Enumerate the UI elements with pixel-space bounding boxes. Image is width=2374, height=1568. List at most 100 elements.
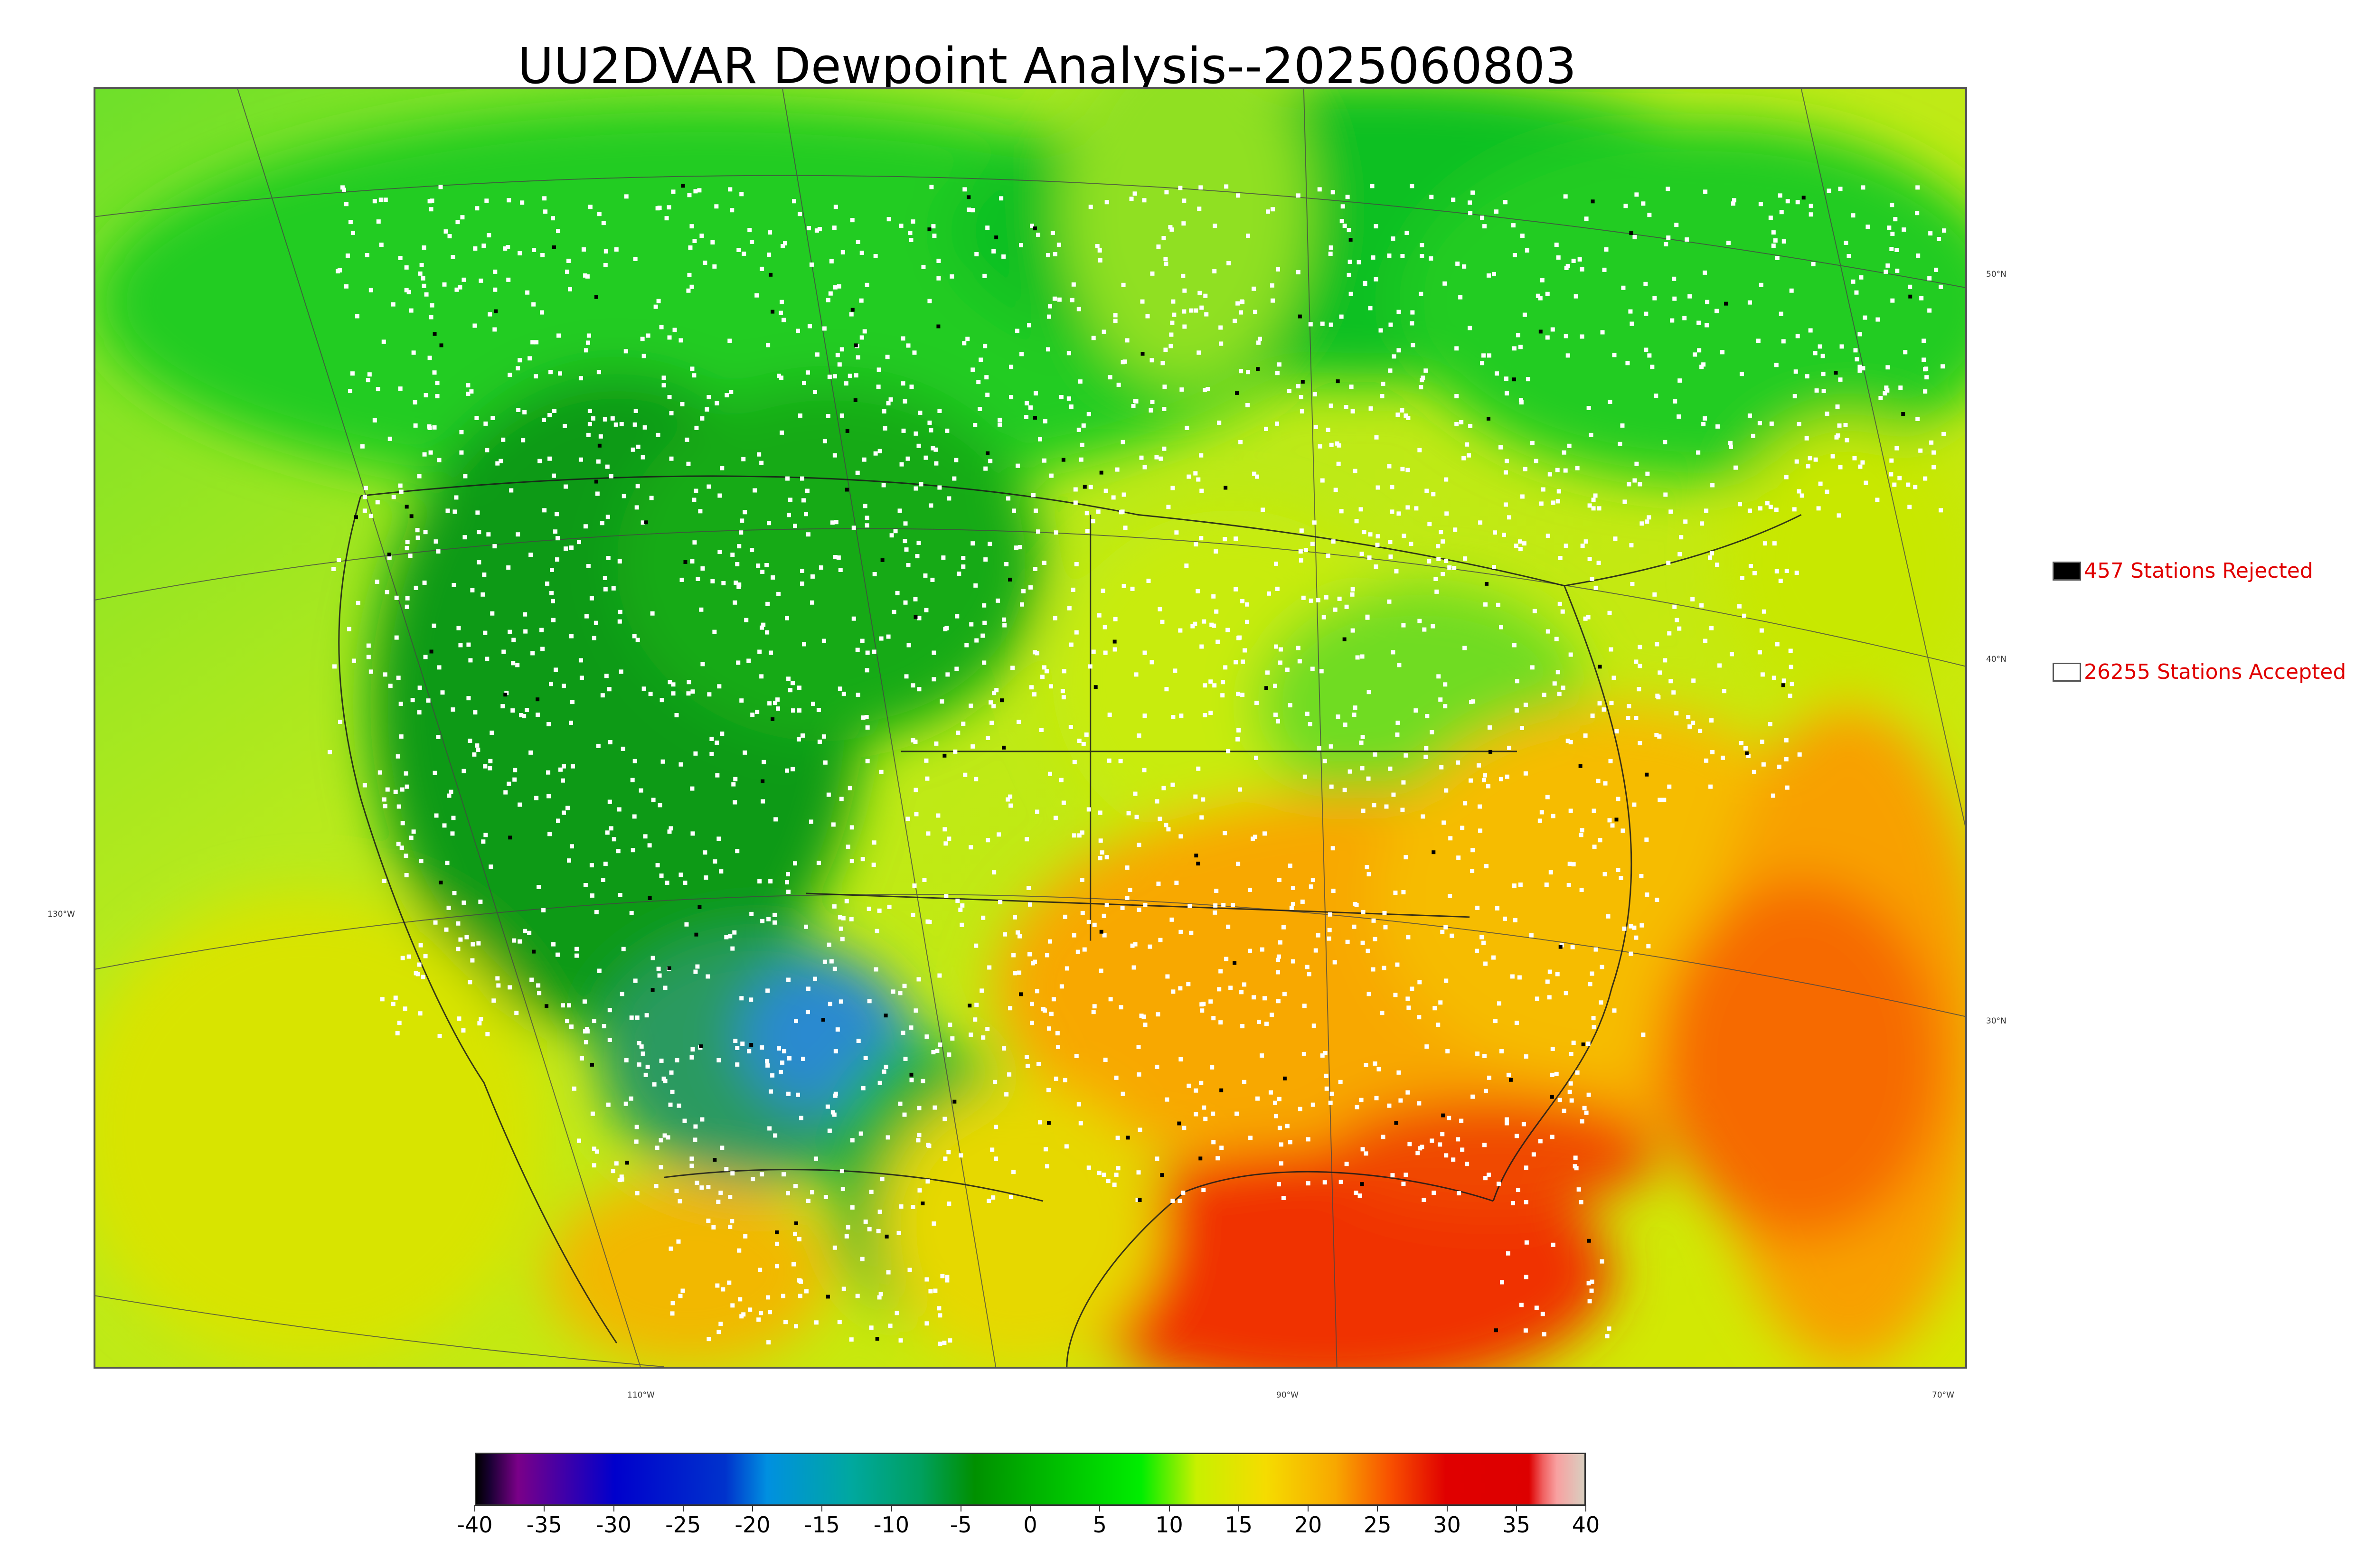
station-accepted	[1623, 204, 1628, 208]
station-accepted	[950, 274, 954, 279]
station-accepted	[1639, 521, 1644, 526]
station-accepted	[756, 563, 761, 568]
station-accepted	[432, 623, 436, 628]
station-accepted	[788, 688, 793, 693]
station-accepted	[499, 459, 503, 463]
station-rejected	[1512, 377, 1516, 382]
station-accepted	[1002, 617, 1007, 622]
station-accepted	[1072, 833, 1076, 838]
station-accepted	[512, 777, 517, 782]
station-accepted	[766, 1340, 771, 1345]
station-accepted	[1493, 1019, 1498, 1023]
station-accepted	[1091, 649, 1096, 654]
station-accepted	[737, 582, 742, 587]
station-accepted	[1481, 353, 1486, 358]
station-accepted	[715, 740, 719, 745]
station-accepted	[992, 691, 997, 695]
station-accepted	[1223, 831, 1227, 836]
station-accepted	[485, 448, 490, 452]
station-accepted	[832, 904, 837, 909]
station-accepted	[1345, 939, 1350, 944]
station-accepted	[937, 973, 942, 978]
station-accepted	[931, 446, 935, 451]
station-accepted	[518, 358, 522, 363]
station-accepted	[1159, 456, 1163, 461]
station-accepted	[631, 848, 635, 853]
station-accepted	[1221, 680, 1225, 685]
station-accepted	[1774, 569, 1779, 573]
station-accepted	[482, 572, 487, 577]
station-accepted	[1417, 1101, 1422, 1106]
colorbar-tick	[613, 1505, 614, 1512]
station-rejected	[1033, 226, 1037, 231]
station-accepted	[1025, 401, 1029, 406]
station-accepted	[540, 253, 545, 257]
station-accepted	[1134, 672, 1139, 677]
station-accepted	[1875, 498, 1880, 502]
station-accepted	[555, 512, 559, 516]
station-accepted	[1214, 609, 1219, 614]
station-accepted	[396, 676, 401, 680]
station-accepted	[926, 831, 931, 836]
station-accepted	[1857, 368, 1862, 373]
station-accepted	[760, 919, 765, 923]
station-accepted	[1462, 264, 1467, 269]
station-accepted	[1630, 582, 1635, 586]
station-accepted	[1317, 187, 1322, 192]
station-accepted	[1075, 949, 1080, 954]
station-accepted	[881, 483, 886, 488]
station-accepted	[740, 1042, 745, 1046]
station-accepted	[1010, 666, 1015, 670]
station-accepted	[594, 620, 598, 625]
station-accepted	[644, 1013, 649, 1018]
station-accepted	[1104, 855, 1109, 860]
station-accepted	[1328, 404, 1333, 408]
station-accepted	[733, 600, 737, 605]
station-accepted	[1296, 270, 1300, 274]
station-accepted	[1537, 818, 1542, 823]
station-accepted	[867, 906, 871, 911]
station-accepted	[738, 1297, 743, 1302]
station-accepted	[695, 964, 700, 969]
station-accepted	[1139, 455, 1144, 460]
station-accepted	[1287, 389, 1291, 394]
station-accepted	[409, 836, 414, 840]
station-rejected	[994, 235, 999, 240]
station-accepted	[1530, 665, 1535, 670]
station-accepted	[1837, 423, 1842, 428]
station-accepted	[1234, 536, 1238, 541]
station-accepted	[385, 590, 389, 594]
station-accepted	[1622, 926, 1627, 931]
station-accepted	[937, 408, 942, 413]
station-accepted	[1374, 435, 1379, 440]
station-rejected	[1432, 850, 1436, 854]
station-accepted	[1067, 606, 1072, 610]
station-accepted	[730, 1171, 735, 1176]
station-accepted	[733, 800, 737, 805]
station-accepted	[785, 768, 790, 773]
station-accepted	[1313, 948, 1318, 953]
station-accepted	[693, 1137, 697, 1142]
station-accepted	[800, 581, 804, 586]
station-accepted	[1170, 486, 1175, 490]
station-accepted	[746, 658, 751, 663]
station-accepted	[1420, 378, 1424, 383]
station-accepted	[1843, 423, 1848, 427]
station-accepted	[661, 1076, 666, 1081]
station-accepted	[1919, 296, 1924, 300]
station-accepted	[1592, 808, 1596, 813]
station-accepted	[849, 825, 854, 830]
station-accepted	[536, 713, 540, 717]
station-accepted	[974, 252, 979, 256]
station-accepted	[1164, 261, 1168, 266]
station-accepted	[773, 1133, 778, 1138]
station-accepted	[1922, 338, 1926, 343]
station-accepted	[623, 1101, 628, 1106]
station-accepted	[1051, 997, 1056, 1002]
station-accepted	[1102, 913, 1106, 918]
station-accepted	[475, 510, 480, 515]
station-accepted	[380, 997, 385, 1002]
dewpoint-map[interactable]	[94, 87, 1967, 1369]
station-accepted	[1142, 650, 1147, 655]
station-accepted	[437, 1034, 442, 1039]
